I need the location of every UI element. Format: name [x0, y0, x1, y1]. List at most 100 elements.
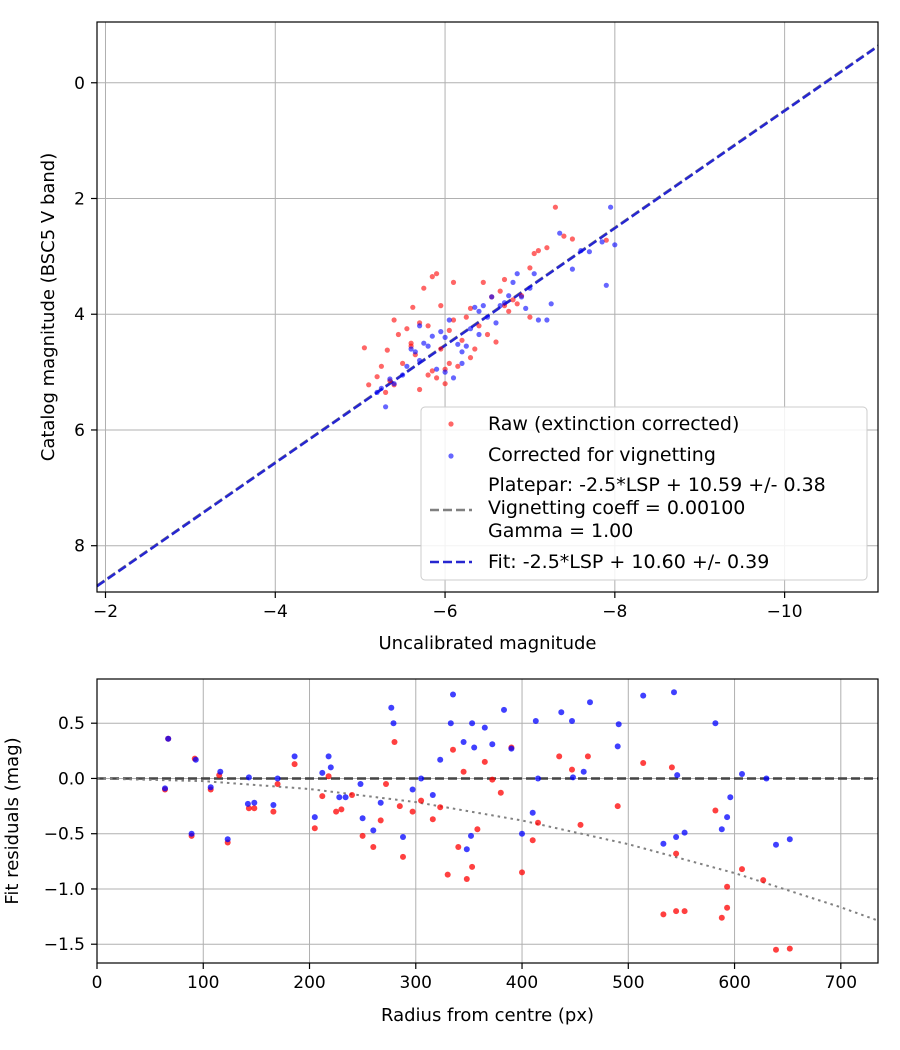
- raw-data-point: [421, 285, 427, 291]
- corrected-data-point: [472, 304, 478, 310]
- corrected-data-point: [580, 768, 587, 775]
- raw-data-point: [333, 808, 340, 815]
- corrected-data-point: [165, 735, 172, 742]
- raw-data-point: [417, 386, 423, 393]
- corrected-data-point: [724, 814, 731, 821]
- corrected-data-point: [400, 834, 406, 840]
- raw-data-point: [493, 339, 499, 345]
- raw-data-point: [438, 303, 444, 309]
- x-tick-label: 400: [506, 973, 538, 993]
- x-tick-label: −10: [767, 602, 803, 622]
- corrected-data-point: [612, 242, 618, 248]
- corrected-data-point: [570, 774, 576, 781]
- x-tick-label: 0: [92, 973, 103, 993]
- raw-data-point: [251, 805, 258, 812]
- trend-line: [96, 777, 879, 922]
- raw-data-point: [501, 276, 508, 283]
- corrected-data-point: [523, 305, 529, 311]
- corrected-data-point: [518, 294, 525, 300]
- corrected-data-point: [446, 317, 452, 323]
- corrected-data-point: [510, 279, 516, 285]
- raw-data-point: [450, 279, 457, 285]
- corrected-data-point: [569, 266, 576, 272]
- corrected-data-point: [587, 699, 593, 706]
- bottom-grid: [96, 679, 878, 963]
- corrected-data-point: [217, 768, 224, 775]
- corrected-data-point: [459, 349, 465, 355]
- bottom-ticks: 0 100 200 300 400 500 600 700 0.5 0.0 −0.5 −1.0 −1.5: [44, 714, 857, 993]
- raw-data-point: [383, 781, 389, 787]
- corrected-data-point: [429, 333, 435, 339]
- raw-data-point: [481, 758, 488, 765]
- corrected-data-point: [471, 744, 478, 751]
- raw-data-point: [681, 908, 688, 915]
- top-ticks: −2 −4 −6 −8 −10 0 2 4 6 8: [74, 74, 802, 622]
- raw-data-point: [603, 237, 609, 243]
- raw-data-point: [434, 271, 440, 277]
- raw-data-point: [338, 806, 345, 813]
- raw-data-point: [434, 375, 440, 381]
- corrected-data-point: [374, 389, 380, 395]
- raw-data-point: [404, 326, 410, 332]
- raw-data-point: [425, 372, 431, 378]
- corrected-data-point: [442, 334, 448, 340]
- legend: Raw (extinction corrected) Corrected for…: [420, 406, 868, 581]
- raw-data-point: [497, 288, 503, 294]
- corrected-data-point: [383, 404, 389, 410]
- corrected-data-point: [244, 800, 251, 807]
- raw-data-point: [270, 808, 277, 815]
- raw-data-point: [361, 345, 367, 351]
- raw-data-point: [712, 807, 719, 814]
- corrected-data-point: [615, 721, 622, 728]
- x-tick-label: 300: [400, 973, 432, 993]
- raw-data-point: [527, 265, 533, 271]
- corrected-data-point: [357, 781, 364, 787]
- raw-data-point: [786, 945, 793, 952]
- legend-platepar-line-3: Gamma = 1.00: [488, 520, 633, 542]
- corrected-data-point: [501, 300, 508, 306]
- corrected-data-point: [409, 786, 416, 793]
- corrected-data-point: [557, 230, 563, 236]
- legend-corrected-label: Corrected for vignetting: [488, 444, 716, 466]
- bottom-reference-lines: [96, 777, 879, 922]
- raw-data-point: [552, 204, 559, 210]
- legend-box: [420, 406, 868, 581]
- raw-data-point: [463, 314, 469, 320]
- raw-data-point: [569, 236, 576, 242]
- raw-data-point: [556, 753, 563, 760]
- corrected-data-point: [325, 753, 332, 760]
- top-x-axis-label: Uncalibrated magnitude: [378, 633, 596, 654]
- raw-data-point: [446, 327, 452, 333]
- raw-data-point: [450, 746, 456, 753]
- y-tick-label: 0.5: [58, 714, 85, 734]
- raw-data-point: [506, 308, 512, 314]
- corrected-data-point: [421, 340, 427, 346]
- corrected-data-point: [245, 774, 252, 781]
- corrected-data-point: [671, 689, 677, 696]
- corrected-data-point: [718, 826, 725, 833]
- y-tick-label: −1.5: [44, 935, 85, 955]
- raw-data-point: [544, 245, 550, 251]
- raw-data-point: [444, 871, 451, 878]
- corrected-data-point: [192, 756, 199, 763]
- corrected-data-point: [418, 775, 425, 782]
- raw-data-point: [442, 381, 448, 387]
- corrected-data-point: [727, 794, 734, 801]
- raw-data-point: [467, 355, 474, 361]
- corrected-data-point: [434, 366, 440, 372]
- corrected-data-point: [599, 239, 605, 245]
- raw-data-point: [455, 844, 462, 850]
- raw-data-point: [319, 793, 326, 800]
- corrected-data-point: [417, 357, 423, 364]
- corrected-data-point: [532, 718, 539, 724]
- raw-data-point: [480, 279, 486, 285]
- x-tick-label: 700: [825, 973, 857, 993]
- x-tick-label: −8: [602, 602, 627, 622]
- raw-data-point: [773, 946, 779, 953]
- corrected-data-point: [640, 692, 647, 699]
- corrected-data-point: [291, 753, 298, 760]
- legend-raw-marker: [448, 421, 454, 427]
- corrected-data-point: [501, 706, 507, 713]
- x-tick-label: −6: [433, 602, 458, 622]
